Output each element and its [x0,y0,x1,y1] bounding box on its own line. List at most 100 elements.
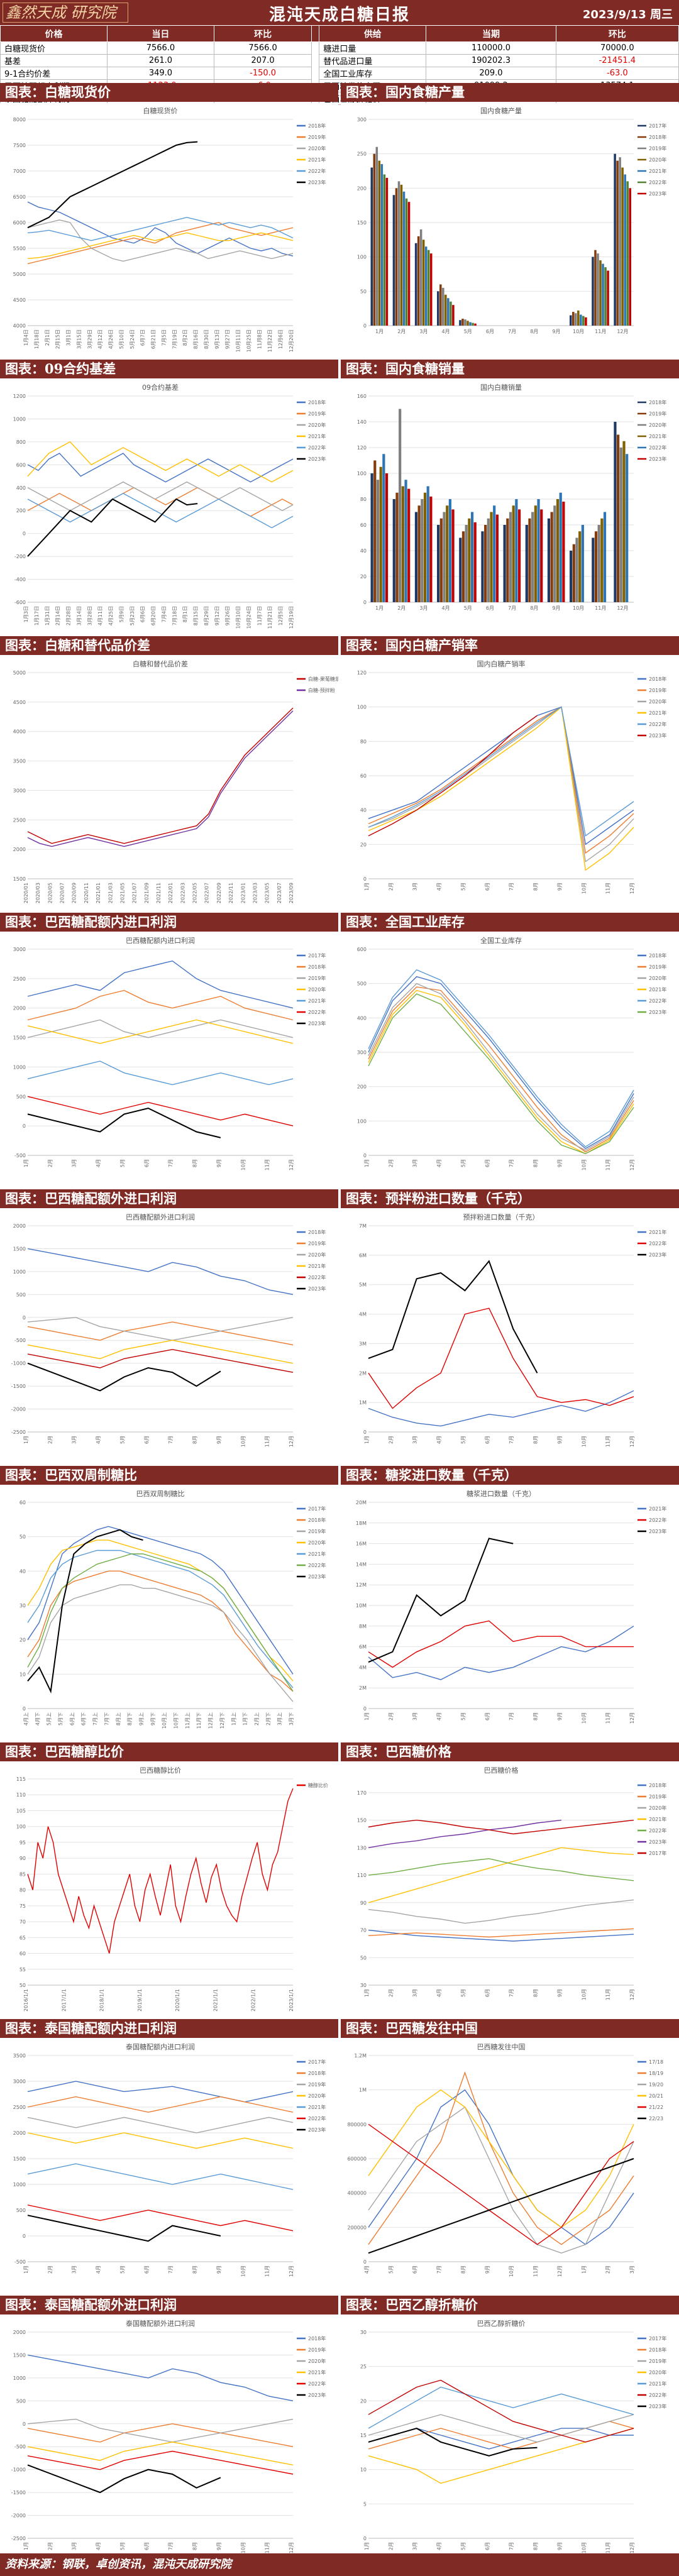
bar [599,260,602,326]
x-tick-label: 2022/07 [204,883,210,903]
bar [414,512,418,602]
bar [582,316,585,326]
table-cell: 261.0 [107,54,214,67]
y-tick-label: 100 [16,1824,26,1830]
x-tick-label: 5月 [460,883,466,891]
section-title: 图表：巴西糖价格 [341,1742,679,1761]
series-line [27,1019,294,1038]
bar [562,502,565,602]
x-tick-label: 9月27日 [225,329,231,349]
footer-source: 资料来源：钢联，卓创资讯，混沌天成研究院 [0,2553,679,2576]
series-line [368,1626,634,1680]
y-tick-label: 55 [19,1967,26,1973]
series-line [27,1096,294,1126]
series-line [368,2106,634,2254]
bar [465,525,468,602]
x-tick-label: 11月 [595,329,606,334]
bar [407,488,411,602]
x-tick-label: 2021/03 [108,883,113,903]
bar [414,243,417,326]
bar [592,256,594,326]
y-tick-label: 200 [357,1084,367,1090]
y-tick-label: 0 [363,2259,367,2265]
y-tick-label: 800 [16,439,26,445]
x-tick-label: 8月29日 [204,606,209,625]
legend-label: 2023年 [308,456,326,462]
x-tick-label: 4月 [436,1712,442,1720]
x-tick-label: 12月 [629,1436,635,1447]
bar [383,174,386,326]
chart-svg: 泰国糖配额内进口利润 -500 0 500 1000 1500 2000 2500 3000 35… [13,2042,326,2277]
series-line [368,983,634,1151]
x-tick-label: 11月 [265,1436,270,1447]
x-tick-label: 9月 [557,2542,563,2550]
x-tick-label: 1月3日 [23,606,29,622]
x-tick-label: 9月 [557,1712,563,1720]
y-tick-label: 0 [23,1706,26,1712]
section-title: 图表：巴西双周制糖比 [0,1466,338,1485]
x-tick-label: 2月 [388,1436,394,1444]
report-date: 2023/9/13 周三 [582,8,673,21]
y-tick-label: 30 [19,1603,26,1609]
chart-svg: 巴西乙醇折糖价 0 5 10 15 20 25 30 1月 2月 3月 4月 5月 6月 7月 8月 9月 10月… [360,2319,667,2553]
bar [451,509,455,602]
x-tick-label: 12月 [617,605,628,611]
y-tick-label: 70 [360,1928,367,1934]
x-tick-label: 11月22日 [267,329,273,352]
table-cell: 207.0 [213,54,312,67]
x-tick-label: 7月 [509,2542,514,2550]
x-tick-label: 7月下 [104,1712,109,1726]
x-tick-label: 3月上 [277,1712,283,1726]
col-header: 当日 [107,25,214,42]
x-tick-label: 3月 [629,2265,635,2274]
y-tick-label: 1000 [13,416,26,422]
legend-label: 2020年 [649,975,666,981]
legend-label: 2020年 [308,422,326,428]
bar [439,284,442,326]
x-tick-label: 2月 [47,2542,53,2550]
legend-label: 2020年 [308,145,326,151]
y-tick-label: 400 [16,485,26,491]
bar [614,422,617,602]
legend-label: 2021年 [308,1263,326,1269]
legend-label: 2022年 [649,1240,666,1247]
y-tick-label: 95 [19,1840,26,1846]
y-tick-label: 200 [16,508,26,514]
chart-panel: 巴西糖发往中国 0 200000 400000 600000 800000 1M 1.2M 4月… [341,2039,679,2292]
y-tick-label: 4500 [13,700,26,705]
chart-title: 泰国糖配额外进口利润 [126,2319,195,2328]
bar [621,167,624,326]
x-tick-label: 6月 [485,1989,490,1997]
legend-label: 2022年 [308,444,326,451]
x-tick-label: 2月28日 [66,606,72,625]
section-title: 图表：国内食糖销量 [341,360,679,378]
table-cell: 110000.0 [426,41,556,55]
x-tick-label: 8月 [192,1436,198,1444]
y-tick-label: 2000 [13,1223,26,1229]
section-title: 图表：泰国糖配额内进口利润 [0,2019,338,2038]
y-tick-label: 70 [19,1919,26,1925]
y-tick-label: 250 [357,151,367,157]
header-bar: 鑫然天成 研究院 混沌天成白糖日报 2023/9/13 周三 [0,0,679,25]
y-tick-label: 2000 [13,1006,26,1011]
series-line [368,2158,634,2254]
legend-label: 2020年 [308,2358,326,2364]
bar [474,323,477,326]
series-line [27,960,294,1009]
bar [575,537,578,602]
section-title: 图表：巴西糖发往中国 [341,2019,679,2038]
x-tick-label: 8月 [192,1159,198,1167]
bar [547,518,551,602]
legend-label: 2023年 [649,2403,666,2409]
y-tick-label: 100 [357,255,367,260]
x-tick-label: 2月 [47,1159,53,1167]
chart-svg: 泰国糖配额外进口利润 -2500 -2000 -1500 -1000 -500 0 500 10… [11,2319,326,2553]
legend-label: 2020年 [308,986,326,993]
y-tick-label: 6000 [13,220,26,226]
bar [515,499,518,602]
x-tick-label: 6月6日 [140,606,146,622]
x-tick-label: 10月 [573,329,584,334]
x-tick-label: 5月 [119,2542,125,2550]
bar [395,492,399,602]
series-line [368,969,634,1148]
